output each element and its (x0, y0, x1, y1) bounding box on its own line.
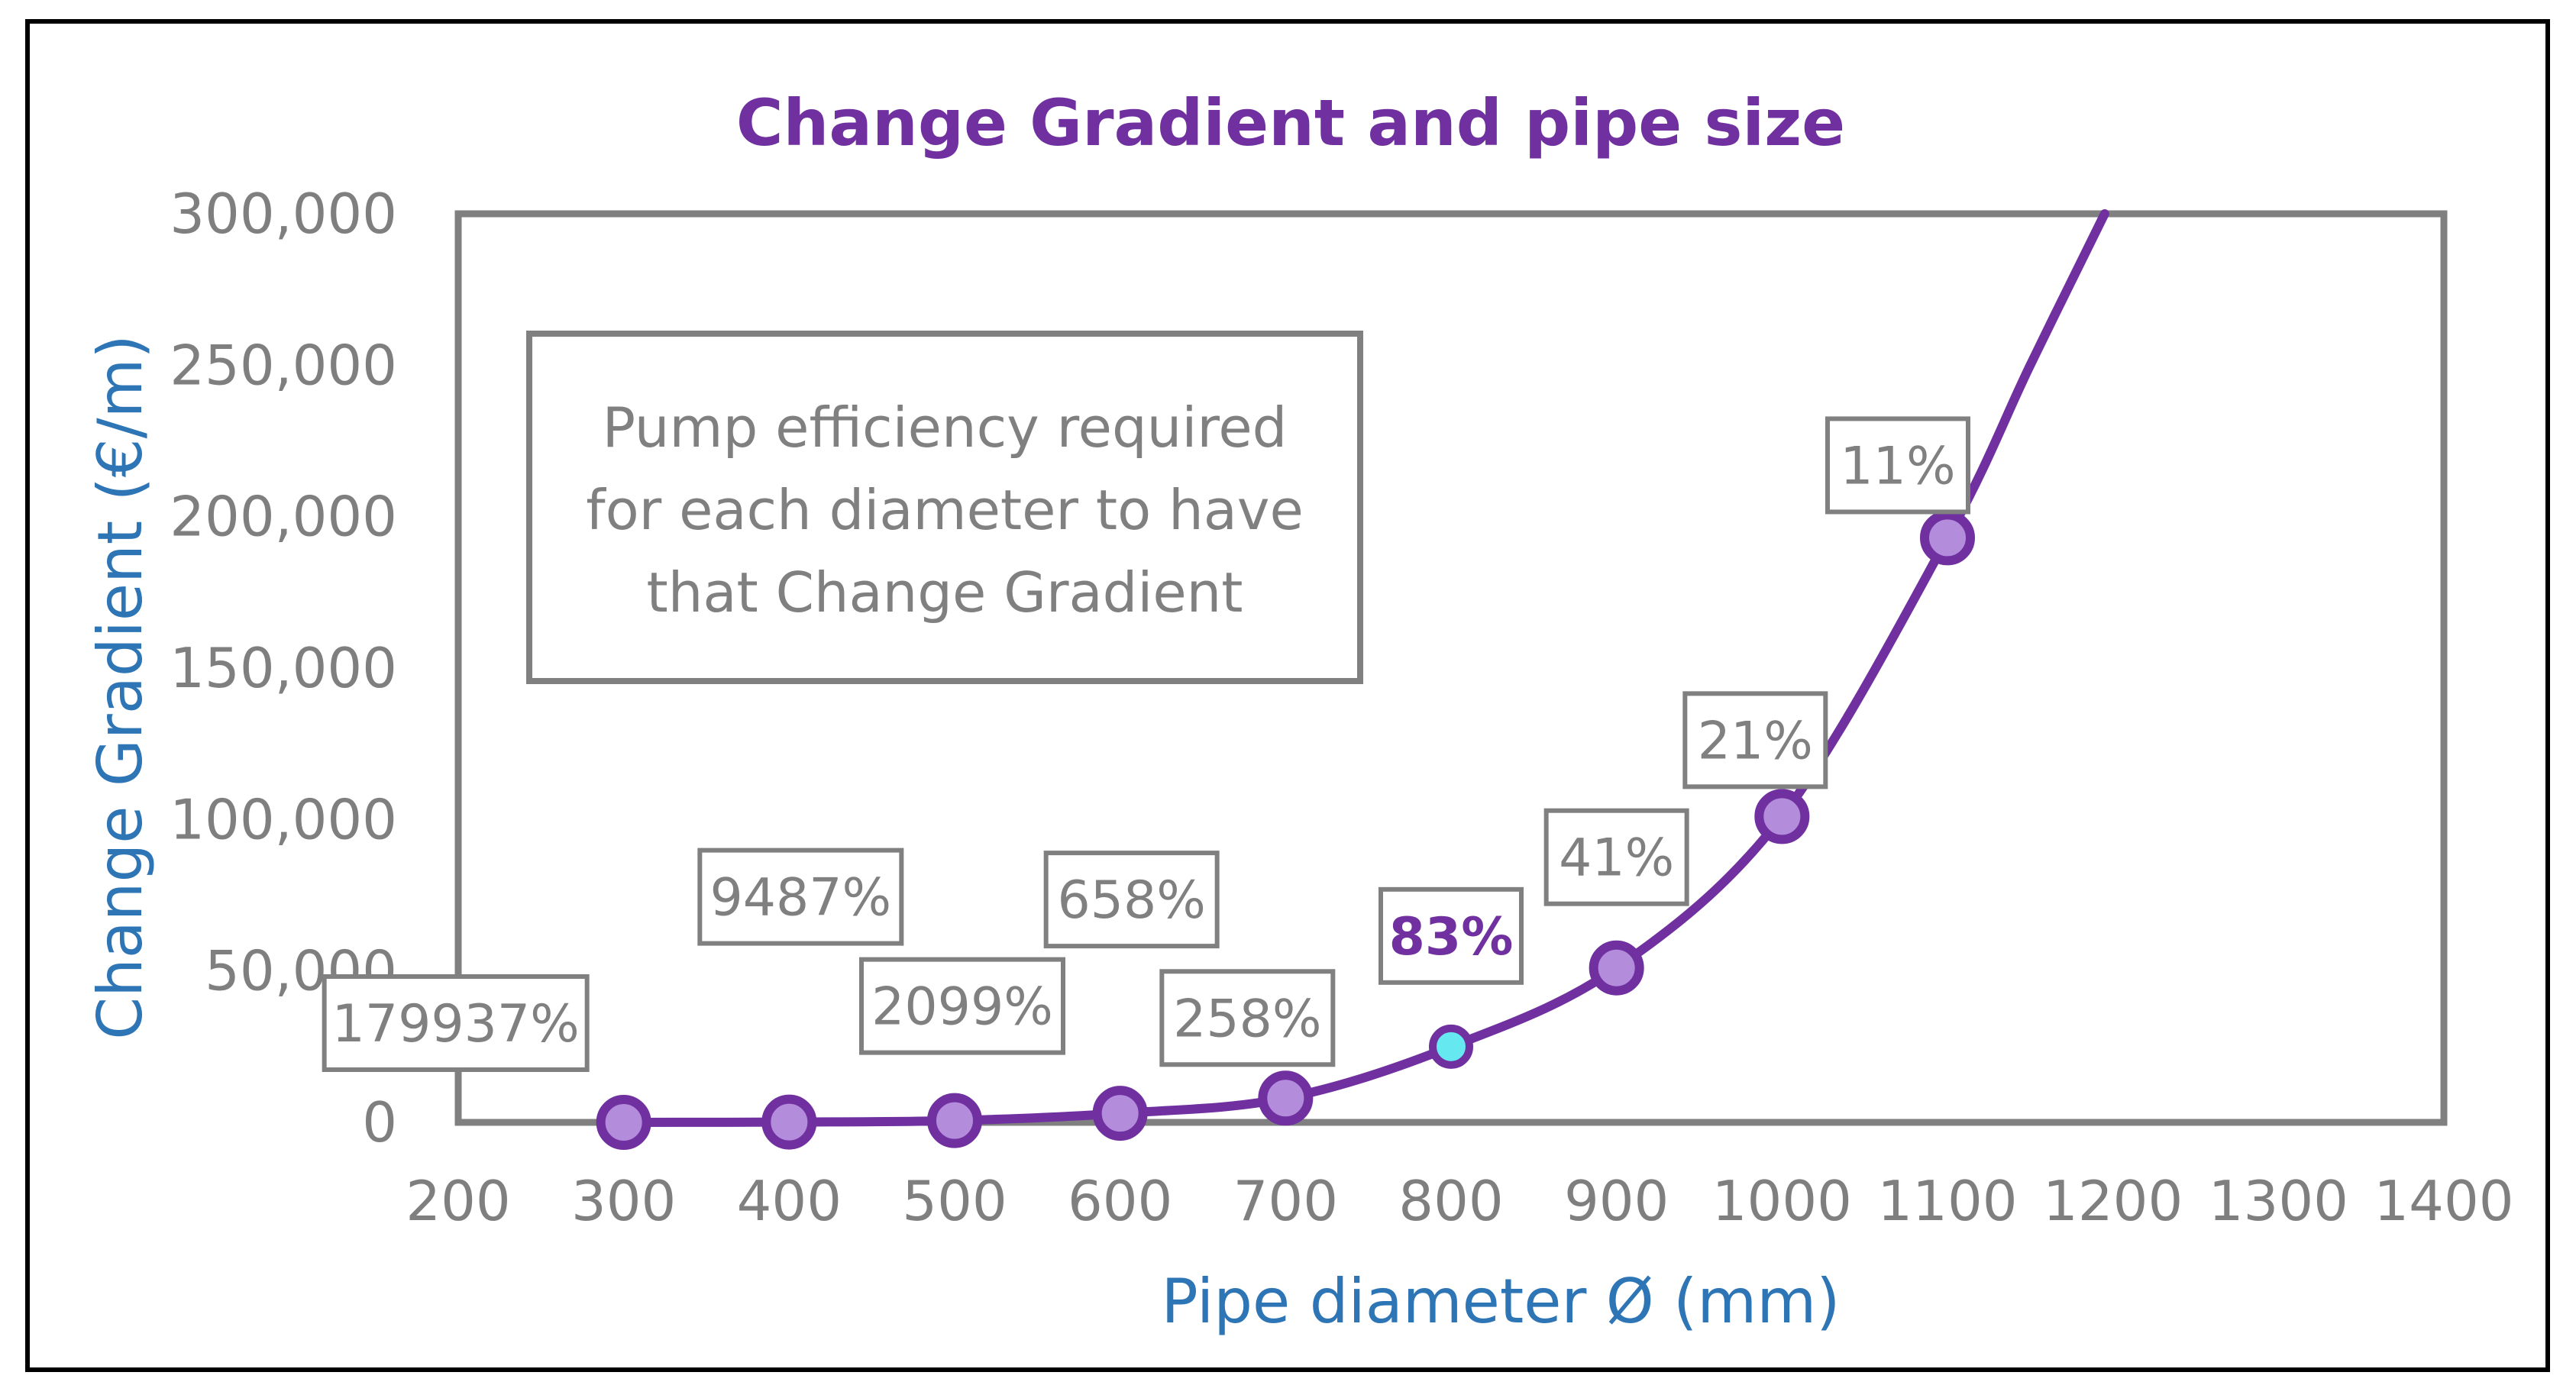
y-tick-label: 200,000 (170, 485, 397, 549)
y-tick-label: 150,000 (170, 636, 397, 700)
data-label-text: 11% (1840, 436, 1955, 496)
data-point (761, 1094, 817, 1150)
data-label-text: 179937% (332, 994, 580, 1054)
data-label-box (1682, 691, 1828, 789)
y-tick-label: 0 (362, 1090, 397, 1154)
x-tick-label: 1000 (1712, 1169, 1852, 1233)
x-tick-label: 1300 (2209, 1169, 2348, 1233)
x-tick-label: 300 (571, 1169, 676, 1233)
plot-area (454, 210, 2448, 1126)
data-label-box (859, 957, 1065, 1055)
annotation-line: that Change Gradient (646, 560, 1243, 625)
annotation-frame (526, 331, 1363, 684)
x-tick-label: 600 (1068, 1169, 1172, 1233)
data-points (596, 510, 1975, 1150)
data-label: 41% (1543, 808, 1689, 906)
data-label-box (1043, 851, 1220, 949)
data-label: 258% (1159, 969, 1336, 1067)
data-label-box (1159, 969, 1336, 1067)
y-tick-label: 300,000 (170, 182, 397, 246)
chart-title: Change Gradient and pipe size (736, 86, 1845, 160)
data-point (1092, 1086, 1148, 1141)
chart-frame (25, 19, 2550, 1372)
data-point (1258, 1070, 1314, 1126)
x-tick-label: 700 (1233, 1169, 1338, 1233)
data-point (1920, 510, 1975, 566)
data-label: 11% (1825, 416, 1970, 515)
data-point (596, 1095, 651, 1150)
x-axis-ticks: 200 300 400 500 600 700 800 900 1000 1100 1200 1300… (406, 1169, 2513, 1233)
data-label-box (1378, 886, 1524, 985)
data-label-text: 2099% (871, 977, 1053, 1038)
x-tick-label: 400 (737, 1169, 842, 1233)
data-label-text: 9487% (709, 868, 891, 928)
data-point (1754, 789, 1810, 844)
data-point (1589, 940, 1644, 996)
data-label-text: 258% (1173, 989, 1321, 1049)
x-tick-label: 200 (406, 1169, 510, 1233)
data-label-box (1543, 808, 1689, 906)
x-tick-label: 500 (902, 1169, 1007, 1233)
series-line (619, 209, 2109, 1127)
data-label: 9487% (697, 848, 904, 946)
data-label-box (697, 848, 904, 946)
data-labels: 179937% 9487% 2099%658% 258% 83% 41% 21% 11% (322, 416, 1970, 1072)
data-label: 2099% (859, 957, 1065, 1055)
annotation-line: for each diameter to have (586, 478, 1304, 542)
data-label-text: 21% (1698, 711, 1813, 771)
data-label: 658% (1043, 851, 1220, 949)
x-tick-label: 900 (1564, 1169, 1669, 1233)
x-tick-label: 1100 (1877, 1169, 2017, 1233)
data-label-text: 41% (1559, 828, 1674, 889)
x-tick-label: 800 (1398, 1169, 1503, 1233)
y-tick-label: 100,000 (170, 787, 397, 851)
x-tick-label: 1400 (2374, 1169, 2513, 1233)
data-label-box (322, 974, 590, 1072)
y-axis-ticks: 050,000100,000150,000200,000250,000300,0… (170, 182, 397, 1154)
x-axis-title: Pipe diameter Ø (mm) (1162, 1266, 1841, 1337)
data-label: 21% (1682, 691, 1828, 789)
data-label: 83% (1378, 886, 1524, 985)
y-tick-label: 250,000 (170, 333, 397, 397)
data-label-text: 658% (1057, 870, 1205, 931)
data-point (927, 1093, 982, 1148)
annotation-line: Pump efficiency required (603, 396, 1288, 460)
x-tick-label: 1200 (2043, 1169, 2183, 1233)
data-point-highlight (1429, 1024, 1473, 1069)
data-label-box (1825, 416, 1970, 515)
data-label: 179937% (322, 974, 590, 1072)
data-label-text: 83% (1389, 907, 1514, 967)
annotation-text: Pump efficiency required for each diamete… (586, 396, 1304, 625)
y-axis-title: Change Gradient (€/m) (85, 334, 156, 1040)
annotation-box: Pump efficiency required for each diamete… (526, 331, 1363, 684)
